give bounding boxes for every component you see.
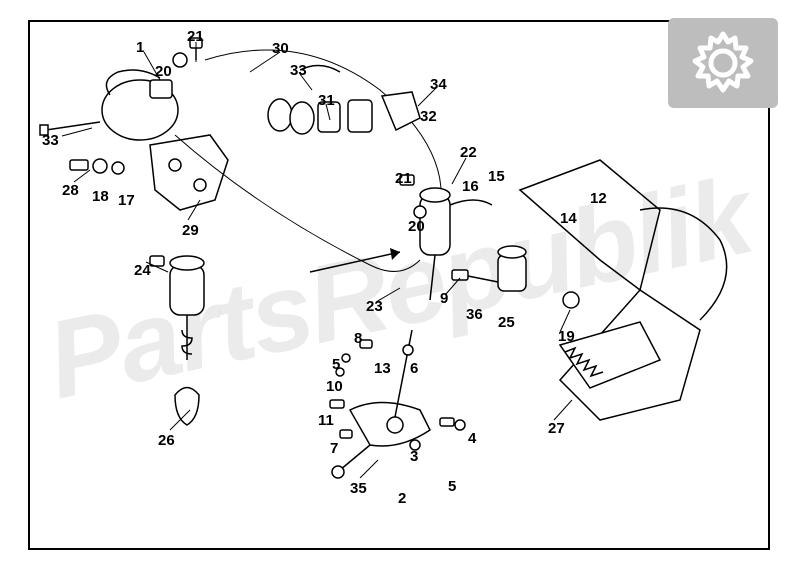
callout-27: 27 — [548, 420, 565, 437]
callout-14: 14 — [560, 210, 577, 227]
callout-21: 21 — [187, 28, 204, 45]
callout-12: 12 — [590, 190, 607, 207]
callout-5: 5 — [448, 478, 456, 495]
callout-15: 15 — [488, 168, 505, 185]
diagram-frame — [28, 20, 770, 550]
callout-20: 20 — [155, 63, 172, 80]
callout-2: 2 — [398, 490, 406, 507]
callout-5: 5 — [332, 356, 340, 373]
callout-22: 22 — [460, 144, 477, 161]
callout-7: 7 — [330, 440, 338, 457]
callout-30: 30 — [272, 40, 289, 57]
callout-6: 6 — [410, 360, 418, 377]
callout-11: 11 — [318, 412, 334, 429]
callout-32: 32 — [420, 108, 437, 125]
callout-24: 24 — [134, 262, 151, 279]
callout-10: 10 — [326, 378, 343, 395]
callout-26: 26 — [158, 432, 175, 449]
callout-9: 9 — [440, 290, 448, 307]
callout-35: 35 — [350, 480, 367, 497]
callout-28: 28 — [62, 182, 79, 199]
callout-23: 23 — [366, 298, 383, 315]
callout-25: 25 — [498, 314, 515, 331]
callout-36: 36 — [466, 306, 483, 323]
callout-33: 33 — [290, 62, 307, 79]
callout-13: 13 — [374, 360, 391, 377]
callout-19: 19 — [558, 328, 575, 345]
callout-29: 29 — [182, 222, 199, 239]
callout-16: 16 — [462, 178, 479, 195]
callout-17: 17 — [118, 192, 135, 209]
callout-33: 33 — [42, 132, 59, 149]
callout-8: 8 — [354, 330, 362, 347]
callout-20: 20 — [408, 218, 425, 235]
gear-icon — [688, 28, 758, 98]
callout-21: 21 — [395, 170, 412, 187]
gear-badge — [668, 18, 778, 108]
callout-34: 34 — [430, 76, 447, 93]
callout-4: 4 — [468, 430, 476, 447]
callout-3: 3 — [410, 448, 418, 465]
callout-18: 18 — [92, 188, 109, 205]
callout-1: 1 — [136, 39, 144, 56]
callout-31: 31 — [318, 92, 335, 109]
